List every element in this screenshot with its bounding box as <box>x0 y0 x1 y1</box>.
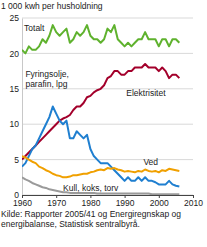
y-axis-line <box>22 19 23 196</box>
x-tick: 2010 <box>184 195 203 208</box>
series-line <box>22 64 179 160</box>
y-tick: 25 <box>10 13 22 23</box>
x-tick: 1970 <box>47 195 66 208</box>
y-tick: 20 <box>10 49 22 59</box>
y-axis: 0510152025 <box>10 13 23 200</box>
y-axis-label: 1 000 kwh per husholdning <box>1 1 103 11</box>
x-tick-label: 1960 <box>13 198 32 208</box>
series-line <box>22 177 179 194</box>
series-line <box>22 107 179 187</box>
y-tick-label: 25 <box>10 13 20 23</box>
y-tick-label: 10 <box>10 119 20 129</box>
x-tick: 1990 <box>116 195 135 208</box>
series-label: Kull, koks, torv <box>63 183 119 193</box>
y-tick-label: 15 <box>10 84 20 94</box>
x-axis: 1960 1970 1980 1990 2000 2010 <box>13 195 203 208</box>
x-tick: 1960 <box>13 195 32 208</box>
lines <box>22 25 179 194</box>
x-tick-label: 2000 <box>150 198 169 208</box>
x-tick: 1980 <box>81 195 100 208</box>
grid <box>22 18 193 195</box>
grid-line <box>22 124 193 125</box>
x-tick-label: 1980 <box>81 198 100 208</box>
grid-line <box>22 18 193 19</box>
y-tick-label: 20 <box>10 49 20 59</box>
x-tick-label: 1970 <box>47 198 66 208</box>
series-label: Ved <box>143 157 158 167</box>
y-tick: 10 <box>10 119 22 129</box>
x-tick: 2000 <box>150 195 169 208</box>
source: Kilde: Rapporter 2005/41 og Energiregnsk… <box>1 209 206 229</box>
x-tick-label: 1990 <box>116 198 135 208</box>
series-label: Fyringsolje,parafin, lpg <box>25 69 68 89</box>
grid-line <box>22 159 193 160</box>
grid-line <box>22 53 193 54</box>
series-line <box>22 156 179 177</box>
x-tick-label: 2010 <box>184 198 203 208</box>
series-labels: Totalt Elektrisitet Fyringsolje,parafin, l… <box>24 23 166 193</box>
y-tick: 5 <box>14 155 22 165</box>
series-label: Elektrisitet <box>126 88 166 98</box>
y-tick-label: 5 <box>14 155 19 165</box>
y-tick: 15 <box>10 84 22 94</box>
series-label: Totalt <box>24 23 45 33</box>
series-line <box>22 25 179 53</box>
